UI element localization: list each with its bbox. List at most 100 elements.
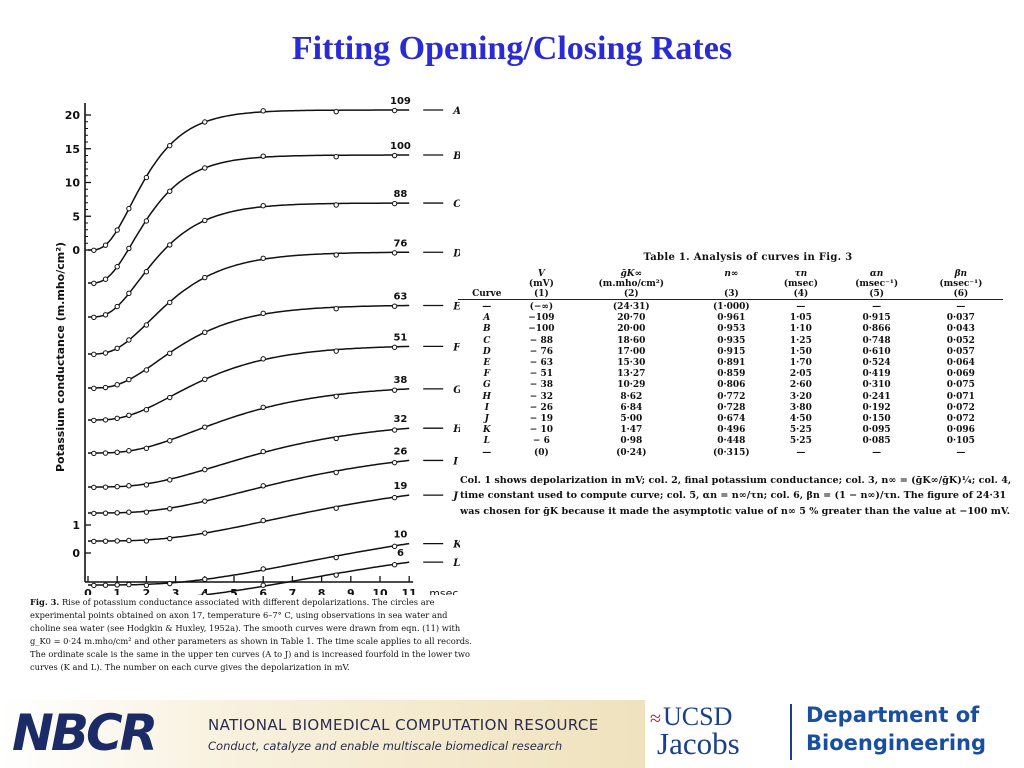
table-header-cell: (msec) [783,279,819,289]
table-cell: F [483,369,490,380]
curve-letter: L [452,558,460,569]
data-point [260,566,266,572]
data-point [143,509,150,515]
table-header-cell: (msec⁻¹) [939,279,983,289]
table-cell: 0·866 [862,324,891,335]
table-cell: 1·25 [789,335,812,346]
data-point [114,264,120,270]
data-point [167,438,173,444]
data-point [202,498,208,504]
data-point [143,322,150,328]
curve-letter: I [452,456,458,467]
table-header-row: (mV) (m.mho/cm²) (msec) (msec⁻¹) (msec⁻¹) [458,279,1003,289]
data-point [260,404,266,410]
data-point [167,242,173,248]
table-cell: L [483,436,490,447]
x-tick-label: 9 [347,587,355,595]
table-row: B −100 20·00 0·953 1·10 0·866 0·043 [458,324,1003,335]
curve-letter: D [452,248,460,259]
table-header-row: Curve (1) (2) (3) (4) (5) (6) [458,289,1003,300]
data-point [333,154,339,160]
data-point [114,382,120,388]
table-cell: 1·47 [620,425,643,436]
data-point [102,484,109,490]
table-cell: 0·728 [717,402,746,413]
trident-icon: ≈ [650,708,661,730]
table-cell: 10·29 [617,380,646,391]
table-cell: — [956,447,966,458]
data-point [391,459,398,466]
table-cell: 0·961 [717,313,746,324]
data-point [202,119,208,125]
curve-letter: J [451,491,459,502]
data-point [114,227,120,233]
x-tick-label: 3 [172,587,180,595]
data-point [102,510,109,516]
jacobs-text: Jacobs [657,726,740,761]
table-cell: B [482,324,491,335]
data-point [114,449,120,455]
depolarization-label: 76 [393,238,407,249]
data-point [167,188,173,194]
depolarization-label: 51 [393,332,407,343]
curve-letter: F [452,342,460,353]
curve-K [88,542,410,586]
figure-caption: Fig. 3. Rise of potassium conductance as… [30,596,475,673]
data-point [202,466,208,473]
y-tick-label: 10 [65,177,81,190]
table-cell: (24·31) [567,299,696,314]
x-tick-label: 11 [402,587,417,595]
depolarization-label: 6 [397,548,404,559]
data-point [167,477,173,483]
table-cell: — [834,299,919,314]
table-cell: 0·096 [946,425,975,436]
table-cell: E [483,358,491,369]
depolarization-label: 38 [393,375,407,386]
data-point [167,299,173,306]
data-point [202,592,208,595]
data-point [202,576,208,583]
table-row: — (−∞) (24·31) (1·000) — — — [458,299,1003,314]
table-row: K − 10 1·47 0·496 5·25 0·095 0·096 [458,425,1003,436]
table-header-cell: (4) [793,289,809,299]
data-point [126,290,132,297]
data-point [260,517,266,524]
table-cell: 0·806 [717,380,746,391]
data-point [391,543,398,550]
table-cell: 0·085 [862,436,891,447]
data-point [91,351,97,358]
data-point [260,153,266,159]
curve-letter: H [452,424,460,435]
table-cell: 17·00 [617,346,646,357]
table-cell: − 38 [529,380,553,391]
table-row: A −109 20·70 0·961 1·05 0·915 0·037 [458,313,1003,324]
data-point [202,274,208,281]
table-cell: 4·50 [789,414,812,425]
data-point [126,245,132,252]
data-point [114,510,120,516]
table-cell: − 10 [529,425,553,436]
table-row: E − 63 15·30 0·891 1·70 0·524 0·064 [458,358,1003,369]
x-tick-label: 0 [84,587,92,595]
data-point [143,174,150,181]
y-tick-label: 20 [65,109,81,122]
data-point [391,200,398,207]
table-cell: 13·27 [617,369,646,380]
table-cell: 15·30 [617,358,646,369]
table-header-cell [458,279,516,289]
table-cell: 0·075 [946,380,975,391]
curve-D [88,251,410,355]
table-cell: 1·10 [789,324,812,335]
x-axis-label: msec [429,587,458,595]
data-point [202,376,208,383]
table-cell: 6·84 [620,402,643,413]
data-point [91,450,97,457]
table-cell: K [482,425,491,436]
data-point [143,406,150,413]
curve-L [196,561,410,595]
table-cell: 0·241 [862,391,891,402]
curve-B [88,154,410,284]
depolarization-label: 63 [393,292,407,303]
caption-text: Rise of potassium conductance associated… [30,597,472,672]
curve-letter: G [453,385,460,396]
